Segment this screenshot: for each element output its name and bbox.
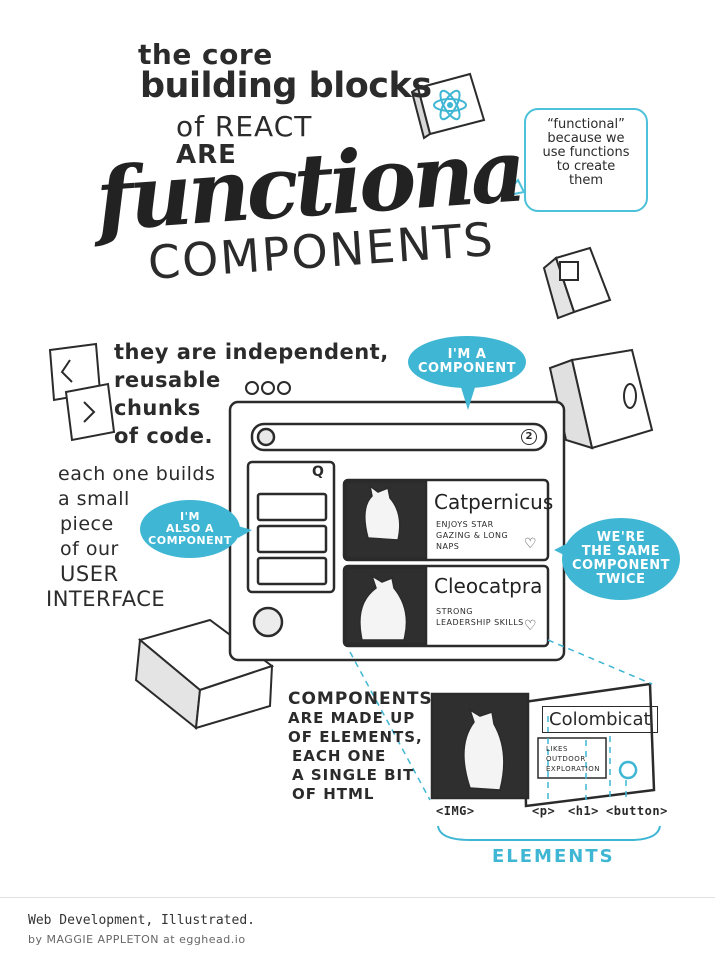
elements-brace xyxy=(437,825,661,841)
desc-line: ENJOYS STAR xyxy=(436,520,494,529)
elements-line: OF ELEMENTS, xyxy=(288,728,423,746)
also-component-bubble: I'M ALSO A COMPONENT xyxy=(140,500,240,558)
footer-divider xyxy=(0,897,715,898)
footer-byline: by MAGGIE APPLETON at egghead.io xyxy=(28,933,246,946)
card-description: ENJOYS STAR GAZING & LONG NAPS xyxy=(436,519,508,552)
bubble-line: COMPONENT xyxy=(571,558,671,573)
component-bubble: I'M A COMPONENT xyxy=(408,336,526,388)
heart-icon[interactable]: ♡ xyxy=(524,618,537,634)
zoom-card-title: Colombicat xyxy=(542,706,658,733)
title-line-2: building blocks xyxy=(140,66,432,106)
elements-line: COMPONENTS xyxy=(288,689,433,709)
illustration-art xyxy=(48,72,661,841)
zoom-card xyxy=(430,682,656,808)
desc-line: LEADERSHIP SKILLS xyxy=(436,618,524,627)
bubble-line: WE'RE xyxy=(596,530,646,545)
h1-tag: <h1> xyxy=(568,804,599,818)
elements-line: OF HTML xyxy=(292,785,375,803)
title-line-1: the core xyxy=(138,38,273,71)
note-line: “functional” xyxy=(547,117,625,132)
builds-line: of our xyxy=(60,538,119,560)
elements-label: ELEMENTS xyxy=(492,846,615,867)
card-title: Catpernicus xyxy=(434,490,554,514)
zoom-card-description: LIKES OUTDOOR EXPLORATION xyxy=(546,744,600,774)
img-tag: <IMG> xyxy=(436,804,475,818)
note-line: use functions xyxy=(542,145,630,160)
builds-text: each one builds a small piece of our USE… xyxy=(46,462,215,612)
bubble-tail xyxy=(238,526,252,538)
bubble-line: COMPONENT xyxy=(148,534,232,547)
elements-line: A SINGLE BIT xyxy=(292,766,415,784)
bubble-tail xyxy=(460,384,476,410)
builds-line: piece xyxy=(60,513,114,535)
notification-badge[interactable]: 2 xyxy=(521,429,537,445)
heart-icon[interactable]: ♡ xyxy=(524,536,537,552)
builds-line: USER xyxy=(60,562,119,586)
desc-line: OUTDOOR xyxy=(546,755,586,763)
button-tag: <button> xyxy=(606,804,668,818)
desc-line: GAZING & LONG xyxy=(436,531,509,540)
bubble-tail xyxy=(501,178,526,198)
desc-line: LIKES xyxy=(546,745,568,753)
window-dots xyxy=(245,381,291,395)
functional-note: “functional” because we use functions to… xyxy=(524,108,648,212)
cube-icon xyxy=(542,246,612,320)
builds-line: INTERFACE xyxy=(46,587,166,611)
bubble-line: THE SAME xyxy=(581,544,661,559)
bubble-line: I'M xyxy=(180,510,200,523)
elements-line: ARE MADE UP xyxy=(288,709,416,727)
same-component-bubble: WE'RE THE SAME COMPONENT TWICE xyxy=(562,518,680,600)
elements-explanation: COMPONENTS ARE MADE UP OF ELEMENTS, EACH… xyxy=(288,690,433,804)
intro-line: chunks xyxy=(114,396,201,420)
search-icon[interactable]: Q xyxy=(312,464,324,480)
guide-lines xyxy=(349,639,653,801)
card-description: STRONG LEADERSHIP SKILLS xyxy=(436,606,524,628)
bubble-line: I'M A xyxy=(447,347,487,362)
desc-line: NAPS xyxy=(436,542,460,551)
desc-line: EXPLORATION xyxy=(546,765,601,773)
builds-line: a small xyxy=(58,488,130,510)
cube-icon xyxy=(548,348,654,450)
bubble-line: COMPONENT xyxy=(417,361,517,376)
bubble-line: ALSO A xyxy=(165,522,215,535)
note-line: because we xyxy=(547,131,625,146)
title-line-4: ARE xyxy=(176,140,237,170)
p-tag: <p> xyxy=(532,804,556,818)
intro-text: they are independent, reusable chunks of… xyxy=(114,338,389,450)
code-cube-icon xyxy=(48,342,116,442)
cat-illustration xyxy=(359,484,408,641)
intro-line: they are independent, xyxy=(114,340,389,364)
react-cube-icon xyxy=(410,72,486,140)
card-title: Cleocatpra xyxy=(434,574,543,598)
footer-title: Web Development, Illustrated. xyxy=(28,913,255,928)
title-line-3: of REACT xyxy=(176,110,313,143)
bubble-line: TWICE xyxy=(596,572,646,587)
intro-line: of code. xyxy=(114,424,214,448)
note-line: to create xyxy=(556,159,616,174)
intro-line: reusable xyxy=(114,368,221,392)
builds-line: each one builds xyxy=(58,463,216,485)
desc-line: STRONG xyxy=(436,607,474,616)
note-line: them xyxy=(569,173,603,188)
cube-icon xyxy=(134,618,275,730)
elements-line: EACH ONE xyxy=(292,747,387,765)
